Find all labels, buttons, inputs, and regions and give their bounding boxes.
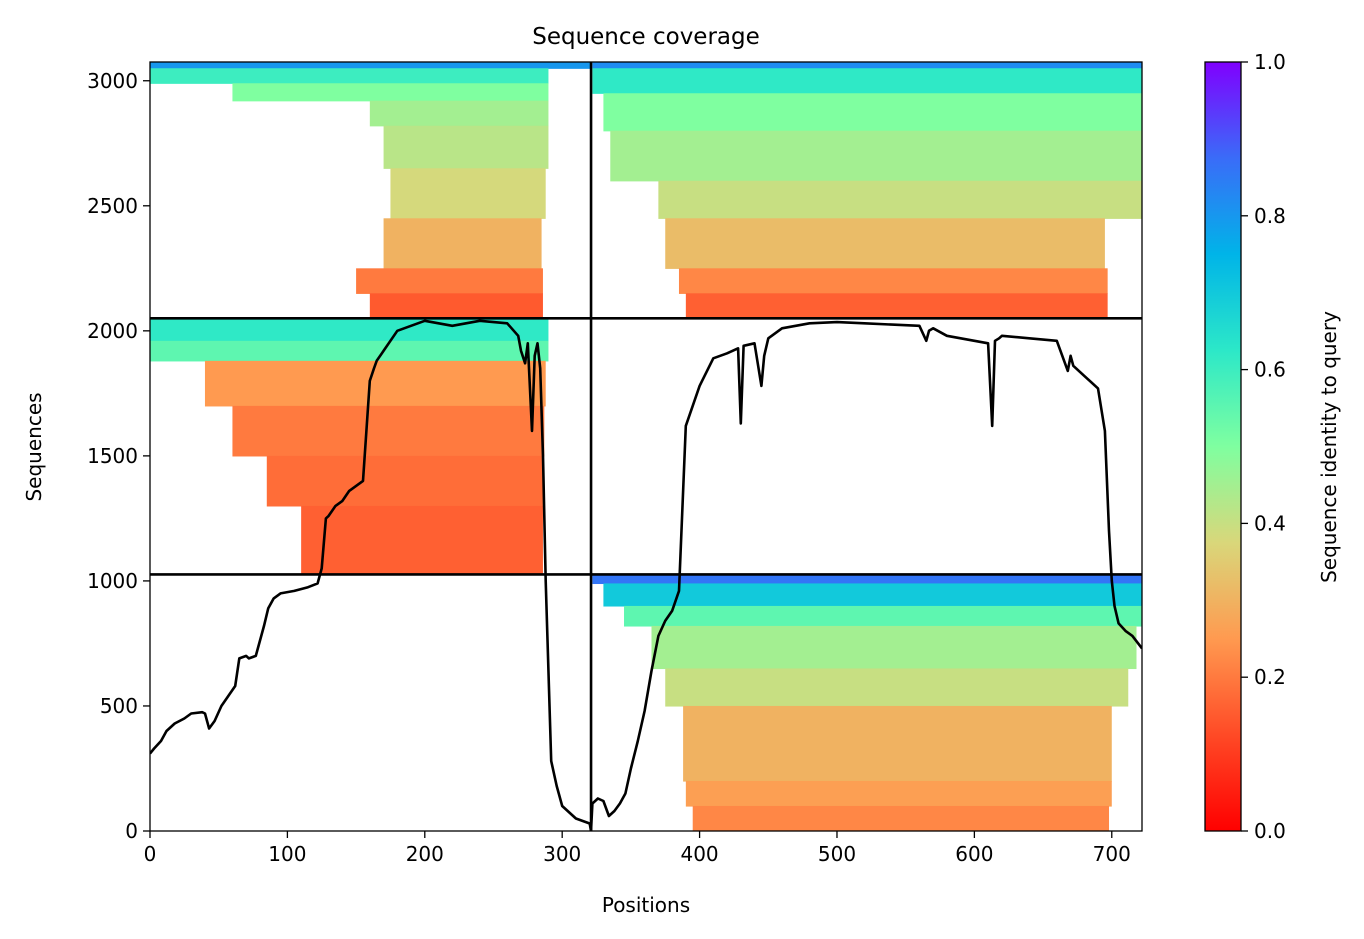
coverage-band [266,455,543,507]
coverage-band [592,62,1142,69]
plot-area [150,62,1142,831]
x-tick-label: 0 [144,842,157,866]
x-axis-label: Positions [602,893,690,917]
coverage-band [150,68,549,84]
colorbar: 0.0 0.2 0.4 0.6 0.8 1.0 Sequence identity to … [1204,50,1341,843]
coverage-band [150,62,592,69]
coverage-band [390,168,546,219]
coverage-band [383,218,542,269]
coverage-band [683,705,1112,782]
coverage-band [592,574,1142,585]
x-tick-label: 500 [818,842,856,866]
coverage-blocks [150,62,1142,831]
x-tick-label: 200 [406,842,444,866]
coverage-band [610,130,1142,182]
coverage-band [301,505,543,576]
y-tick-label: 0 [125,819,138,843]
coverage-band [150,340,549,362]
y-tick-label: 2000 [87,319,138,343]
coverage-block-chain1-pair-block [150,318,549,576]
coverage-band [658,180,1142,219]
coverage-line [150,319,1142,831]
coverage-band [592,68,1142,94]
coverage-band [603,93,1142,132]
block-separators [150,62,1142,831]
colorbar-gradient [1204,61,1242,832]
y-tick-label: 1500 [87,444,138,468]
coverage-band [665,668,1129,707]
x-tick-label: 400 [680,842,718,866]
y-tick-label: 2500 [87,194,138,218]
coverage-band [685,293,1108,319]
y-axis: 0 500 1000 1500 2000 2500 3000 [87,69,150,843]
chart-title: Sequence coverage [532,24,760,50]
x-tick-label: 600 [955,842,993,866]
colorbar-tick-label: 0.8 [1254,204,1286,228]
colorbar-tick-label: 0.4 [1254,511,1286,535]
coverage-band [369,100,549,127]
colorbar-tick-label: 0.0 [1254,819,1286,843]
colorbar-tick-label: 0.6 [1254,358,1286,382]
coverage-band [678,268,1108,294]
coverage-band [603,583,1142,607]
coverage-band [665,218,1105,269]
colorbar-tick-label: 0.2 [1254,665,1286,689]
plot-frame [149,61,1143,832]
coverage-band [692,805,1110,831]
coverage-band [685,780,1112,807]
coverage-block-chain2-self [592,574,1142,831]
coverage-band [232,83,549,102]
coverage-band [356,268,543,294]
y-tick-label: 1000 [87,569,138,593]
x-tick-label: 300 [543,842,581,866]
colorbar-ticks: 0.0 0.2 0.4 0.6 0.8 1.0 [1241,50,1286,843]
coverage-band [624,605,1142,627]
coverage-band [383,125,549,169]
y-tick-label: 3000 [87,69,138,93]
coverage-block-chain1-self [150,62,592,319]
coverage-band [232,405,545,457]
coverage-band [369,293,543,319]
coverage-block-chain2-into-chain1 [592,62,1142,319]
colorbar-tick-label: 1.0 [1254,50,1286,74]
coverage-band [204,360,546,407]
y-tick-label: 500 [100,694,138,718]
coverage-band [651,625,1137,670]
x-tick-label: 700 [1093,842,1131,866]
x-axis: 0 100 200 300 400 500 600 700 [144,831,1131,866]
colorbar-label: Sequence identity to query [1317,311,1341,583]
x-tick-label: 100 [268,842,306,866]
y-axis-label: Sequences [22,392,46,501]
